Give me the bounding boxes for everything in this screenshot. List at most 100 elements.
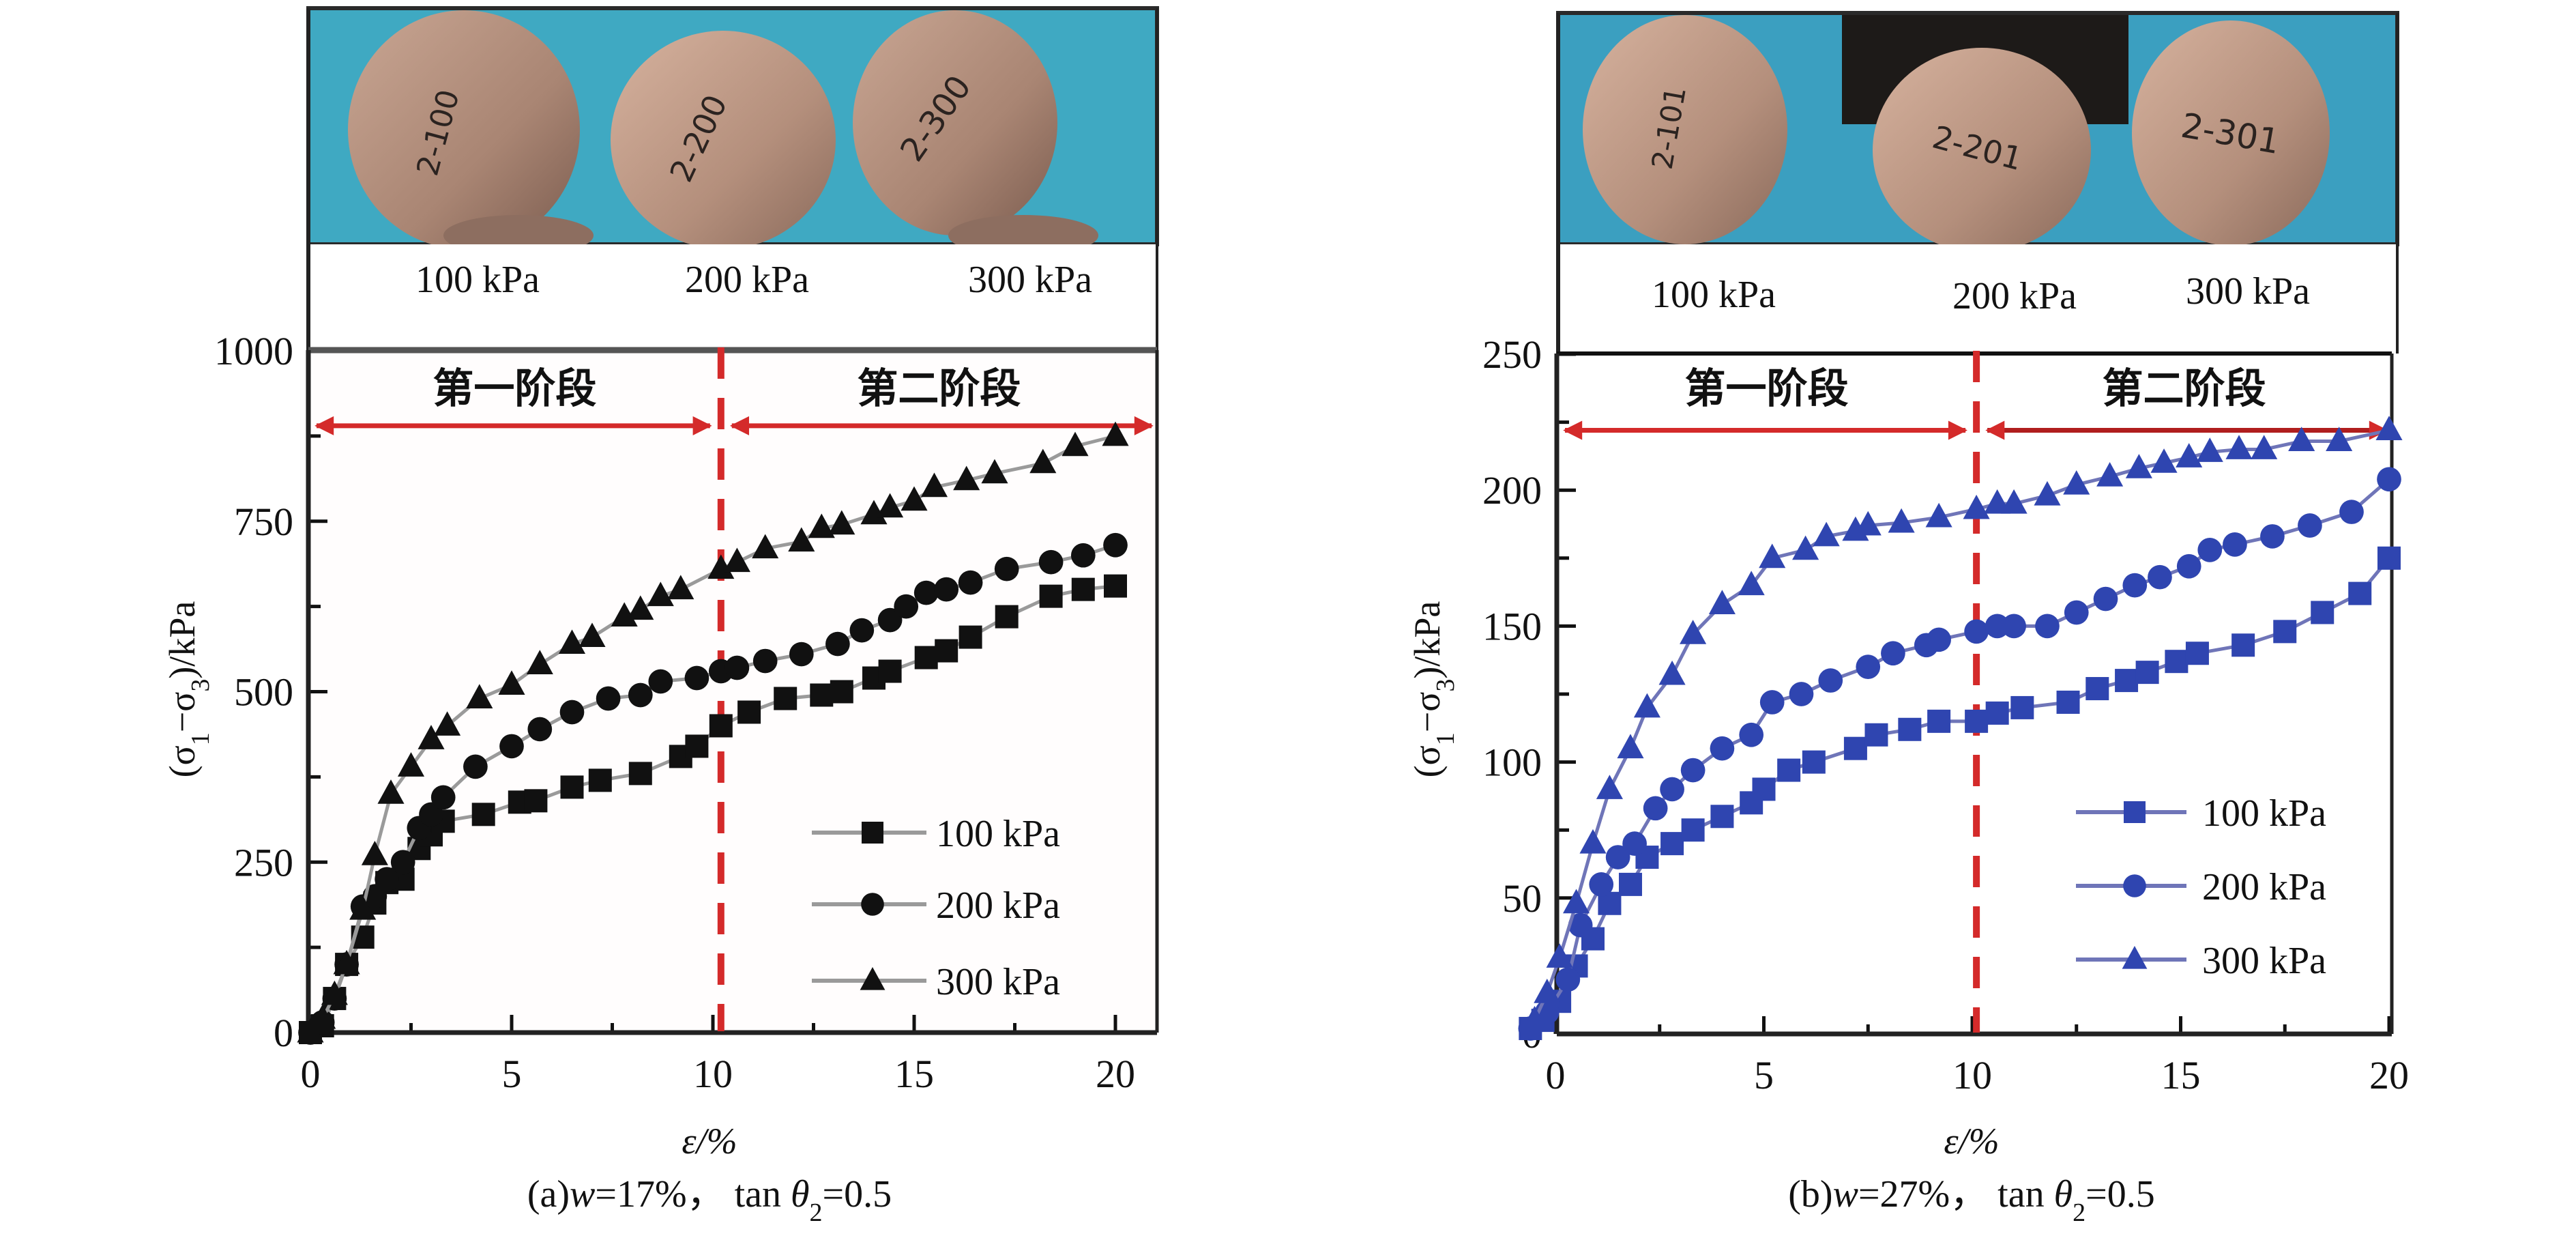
data-point-circle [1818, 668, 1843, 693]
panel-b: 2-101 2-201 2-301 100 kPa 200 kPa 300 kP… [1407, 11, 2409, 1227]
data-point-square [810, 683, 834, 707]
y-tick-label: 250 [234, 840, 293, 884]
data-point-circle [527, 717, 553, 742]
specimen-300-a [853, 10, 1057, 235]
data-point-square [2348, 581, 2372, 605]
data-point-square [995, 605, 1019, 629]
plot-area-a: 0 250 500 750 1000 0 5 10 15 20 第一阶段 第二阶段 100 kPa 200… [162, 329, 1159, 1227]
y-tick-label: 200 [1482, 468, 1542, 513]
data-point-square [2115, 669, 2139, 693]
data-point-circle [1964, 619, 1989, 644]
y-axis-title: (σ1−σ3)/kPa [162, 601, 215, 778]
data-point-square [830, 680, 853, 704]
data-point-square [2010, 695, 2034, 719]
data-point-square [1927, 709, 1951, 733]
data-point-triangle [466, 684, 493, 708]
data-point-circle [2148, 564, 2172, 590]
legend-label: 200 kPa [936, 884, 1060, 927]
x-tick-label: 20 [2369, 1053, 2409, 1097]
data-point-square [1864, 723, 1888, 747]
data-point-circle [375, 867, 399, 892]
data-point-circle [1103, 532, 1128, 558]
data-point-triangle [397, 752, 425, 777]
data-point-circle [752, 648, 778, 674]
photo-label: 100 kPa [1652, 274, 1776, 316]
y-tick-label: 100 [1482, 740, 1542, 785]
data-point-square [1039, 584, 1063, 608]
data-point-circle [2197, 537, 2223, 562]
data-point-triangle [808, 513, 835, 538]
data-point-circle [825, 631, 850, 657]
data-point-triangle [333, 949, 360, 975]
data-point-triangle [1680, 620, 1707, 644]
x-tick-label: 5 [502, 1052, 522, 1096]
data-point-circle [934, 577, 959, 602]
data-point-square [1752, 777, 1776, 801]
data-point-square [914, 646, 938, 670]
data-point-circle [2035, 614, 2060, 639]
data-point-square [524, 789, 548, 813]
series-200-kpa [1518, 467, 2401, 1041]
photo-label: 200 kPa [1952, 275, 2077, 317]
stage-one-label: 第一阶段 [1685, 365, 1849, 413]
plot-background [308, 350, 1157, 1033]
data-point-square [2135, 661, 2159, 685]
y-tick-label: 750 [234, 500, 293, 544]
legend-marker-circle [861, 893, 884, 916]
data-point-circle [2223, 532, 2247, 557]
data-point-square [878, 659, 902, 683]
data-point-triangle [627, 595, 654, 620]
data-point-circle [894, 594, 919, 619]
data-point-circle [1038, 549, 1064, 575]
x-axis-title: ε/% [1944, 1121, 1999, 1162]
data-point-circle [1070, 543, 1096, 568]
data-point-circle [913, 580, 939, 605]
data-point-triangle [1888, 508, 1915, 533]
data-point-circle [1643, 796, 1668, 821]
data-point-triangle [2288, 427, 2315, 451]
legend-marker-square [862, 822, 883, 844]
data-point-square [2273, 620, 2297, 644]
data-point-triangle [981, 459, 1008, 484]
photo-label: 200 kPa [685, 259, 809, 301]
data-point-circle [1568, 912, 1593, 938]
y-axis-title: (σ1−σ3)/kPa [1407, 601, 1460, 778]
data-point-circle [628, 682, 653, 708]
data-point-triangle [1617, 734, 1644, 759]
data-point-triangle [309, 1004, 336, 1029]
legend-item: 100 kPa [812, 809, 1102, 856]
data-point-circle [1555, 967, 1581, 992]
data-point-circle [958, 570, 983, 595]
x-tick-label: 10 [693, 1052, 733, 1096]
y-tick-label: 0 [274, 1011, 293, 1055]
data-point-square [709, 714, 733, 738]
data-point-circle [419, 802, 443, 827]
data-point-triangle [1633, 693, 1660, 718]
data-point-triangle [788, 527, 815, 552]
data-point-triangle [860, 500, 888, 525]
data-point-circle [1589, 872, 1614, 897]
data-point-circle [1985, 614, 2010, 639]
series-300-kpa [297, 421, 1129, 1043]
data-point-circle [2298, 513, 2322, 538]
data-point-square [2165, 650, 2189, 674]
data-point-circle [2122, 573, 2148, 598]
data-point-circle [2093, 586, 2118, 611]
photo-label: 300 kPa [2186, 270, 2310, 313]
legend-item: 100 kPa [2076, 789, 2369, 835]
data-point-triangle [2196, 437, 2223, 462]
series-line [1533, 429, 2390, 1022]
data-point-triangle [1813, 521, 1840, 547]
legend-label-background [2198, 789, 2369, 835]
data-point-triangle [297, 1018, 324, 1043]
data-point-circle [463, 754, 488, 779]
data-point-circle [1739, 722, 1764, 747]
data-point-circle [994, 556, 1019, 581]
data-point-triangle [2150, 448, 2178, 473]
y-tick-label: 50 [1502, 876, 1542, 921]
data-point-triangle [920, 472, 948, 498]
data-point-circle [2377, 467, 2401, 492]
specimen-101-b [1583, 15, 1787, 244]
data-point-circle [559, 700, 585, 725]
data-point-square [958, 625, 982, 649]
